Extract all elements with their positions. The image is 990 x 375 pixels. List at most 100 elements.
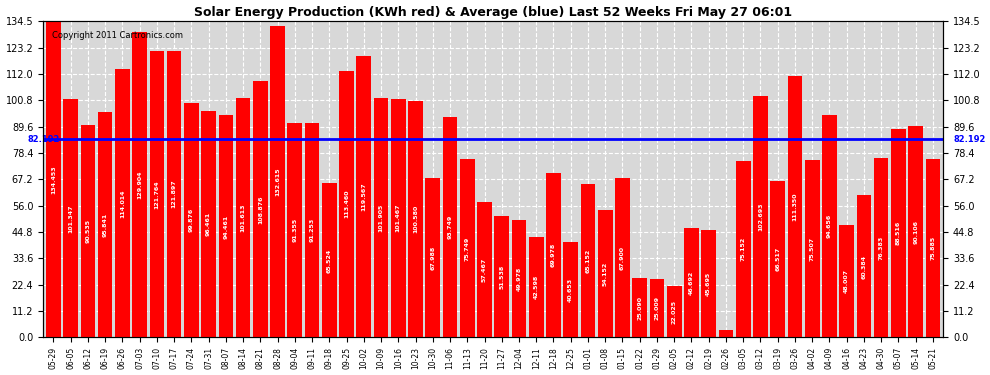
Text: 75.507: 75.507 bbox=[810, 237, 815, 261]
Bar bbox=[80, 124, 95, 338]
Bar bbox=[684, 228, 699, 338]
Text: 108.876: 108.876 bbox=[257, 195, 262, 223]
Bar bbox=[546, 173, 560, 338]
Text: 121.897: 121.897 bbox=[171, 180, 176, 209]
Bar bbox=[47, 21, 60, 338]
Text: 111.350: 111.350 bbox=[792, 192, 797, 221]
Text: 60.384: 60.384 bbox=[861, 254, 866, 279]
Text: 90.535: 90.535 bbox=[85, 219, 90, 243]
Bar bbox=[340, 70, 353, 338]
Text: 102.693: 102.693 bbox=[758, 202, 763, 231]
Title: Solar Energy Production (KWh red) & Average (blue) Last 52 Weeks Fri May 27 06:0: Solar Energy Production (KWh red) & Aver… bbox=[194, 6, 792, 18]
Text: 67.900: 67.900 bbox=[620, 246, 625, 270]
Text: 99.876: 99.876 bbox=[189, 208, 194, 232]
Bar bbox=[63, 99, 78, 338]
Bar bbox=[856, 195, 871, 338]
Bar bbox=[287, 123, 302, 338]
Text: 57.467: 57.467 bbox=[482, 258, 487, 282]
Text: 132.615: 132.615 bbox=[275, 167, 280, 196]
Text: 22.025: 22.025 bbox=[672, 300, 677, 324]
Text: 121.764: 121.764 bbox=[154, 180, 159, 209]
Bar bbox=[874, 158, 888, 338]
Text: 76.383: 76.383 bbox=[879, 236, 884, 260]
Bar bbox=[529, 237, 544, 338]
Bar bbox=[512, 220, 527, 338]
Bar bbox=[770, 181, 785, 338]
Text: 91.355: 91.355 bbox=[292, 218, 297, 242]
Text: Copyright 2011 Cartronics.com: Copyright 2011 Cartronics.com bbox=[52, 31, 183, 40]
Bar bbox=[477, 202, 492, 338]
Bar bbox=[253, 81, 267, 338]
Text: 75.885: 75.885 bbox=[931, 236, 936, 260]
Text: 101.905: 101.905 bbox=[378, 204, 383, 232]
Bar bbox=[891, 129, 906, 338]
Bar bbox=[598, 210, 613, 338]
Bar bbox=[219, 115, 234, 338]
Text: 82.192: 82.192 bbox=[953, 135, 986, 144]
Bar bbox=[805, 160, 820, 338]
Text: 94.461: 94.461 bbox=[224, 214, 229, 238]
Bar bbox=[926, 159, 940, 338]
Bar bbox=[322, 183, 337, 338]
Text: 40.653: 40.653 bbox=[568, 278, 573, 302]
Text: 114.014: 114.014 bbox=[120, 189, 125, 217]
Bar bbox=[753, 96, 768, 338]
Bar bbox=[149, 51, 164, 338]
Bar bbox=[788, 76, 802, 338]
Text: 101.613: 101.613 bbox=[241, 204, 246, 232]
Text: 93.749: 93.749 bbox=[447, 215, 452, 239]
Text: 88.516: 88.516 bbox=[896, 221, 901, 246]
Bar bbox=[426, 177, 441, 338]
Bar bbox=[840, 225, 854, 338]
Text: 129.904: 129.904 bbox=[137, 171, 143, 199]
Text: 46.692: 46.692 bbox=[689, 270, 694, 295]
Bar bbox=[581, 184, 595, 338]
Bar bbox=[667, 286, 681, 338]
Text: 65.152: 65.152 bbox=[585, 249, 590, 273]
Bar bbox=[909, 126, 923, 338]
Bar bbox=[615, 178, 630, 338]
Bar bbox=[719, 330, 734, 338]
Text: 134.453: 134.453 bbox=[50, 165, 55, 194]
Text: 65.524: 65.524 bbox=[327, 248, 332, 273]
Bar bbox=[494, 216, 509, 338]
Text: 51.538: 51.538 bbox=[499, 265, 504, 289]
Bar bbox=[633, 279, 647, 338]
Text: 49.978: 49.978 bbox=[517, 267, 522, 291]
Text: 42.598: 42.598 bbox=[534, 275, 539, 300]
Text: 48.007: 48.007 bbox=[844, 269, 849, 293]
Text: 45.695: 45.695 bbox=[706, 272, 711, 296]
Bar bbox=[649, 279, 664, 338]
Bar bbox=[184, 102, 199, 338]
Text: 101.347: 101.347 bbox=[68, 204, 73, 232]
Text: 25.009: 25.009 bbox=[654, 296, 659, 320]
Text: 82.192: 82.192 bbox=[28, 135, 59, 144]
Text: 113.460: 113.460 bbox=[345, 190, 349, 218]
Bar bbox=[822, 115, 837, 338]
Text: 75.749: 75.749 bbox=[464, 236, 470, 261]
Bar bbox=[356, 56, 371, 338]
Text: 119.567: 119.567 bbox=[361, 183, 366, 211]
Text: 54.152: 54.152 bbox=[603, 262, 608, 286]
Text: 101.467: 101.467 bbox=[396, 204, 401, 232]
Bar bbox=[460, 159, 474, 338]
Text: 75.152: 75.152 bbox=[741, 237, 745, 261]
Text: 67.988: 67.988 bbox=[431, 245, 436, 270]
Text: 94.656: 94.656 bbox=[827, 214, 832, 238]
Bar bbox=[98, 112, 113, 338]
Text: 95.841: 95.841 bbox=[103, 213, 108, 237]
Text: 90.106: 90.106 bbox=[913, 219, 918, 243]
Text: 100.580: 100.580 bbox=[413, 205, 418, 233]
Bar bbox=[305, 123, 320, 338]
Bar bbox=[270, 26, 285, 338]
Bar bbox=[736, 161, 750, 338]
Bar bbox=[391, 99, 406, 338]
Bar bbox=[443, 117, 457, 338]
Bar bbox=[373, 98, 388, 338]
Text: 69.978: 69.978 bbox=[551, 243, 556, 267]
Text: 25.090: 25.090 bbox=[638, 296, 643, 320]
Bar bbox=[201, 111, 216, 338]
Bar bbox=[133, 32, 147, 338]
Bar bbox=[701, 230, 716, 338]
Bar bbox=[408, 101, 423, 338]
